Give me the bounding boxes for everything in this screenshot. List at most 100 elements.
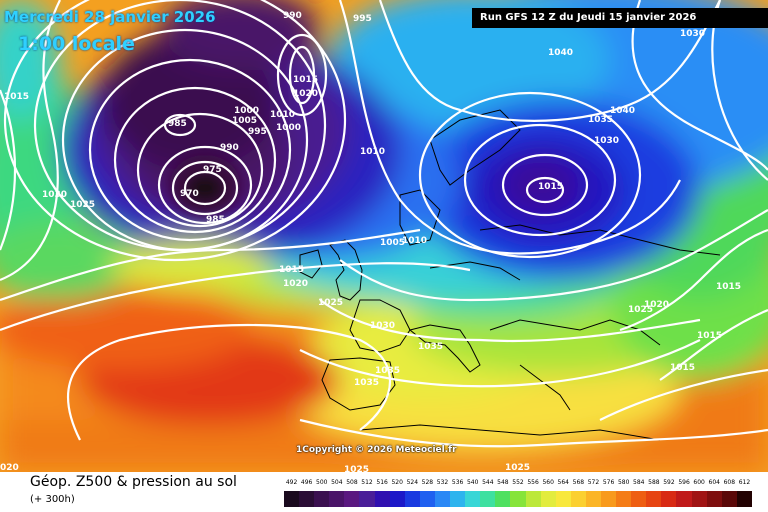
scale-tick-label: 536: [451, 479, 464, 486]
scale-swatch: [540, 491, 556, 507]
scale-swatch: [434, 491, 451, 507]
isobar-label: 1020: [644, 300, 669, 310]
isobar-label: 1010: [402, 236, 427, 246]
scale-swatch: [359, 491, 375, 507]
scale-tick-label: 612: [738, 479, 751, 486]
isobar-label: 1020: [293, 89, 318, 99]
isobar-label: 1025: [344, 465, 369, 472]
scale-swatch: [721, 491, 737, 507]
color-scale-bar: [284, 491, 752, 507]
scale-swatch: [706, 491, 722, 507]
scale-swatch: [404, 491, 420, 507]
scale-swatch: [600, 491, 617, 507]
isobar-label: 1025: [628, 305, 653, 315]
scale-tick-label: 608: [723, 479, 736, 486]
scale-swatch: [389, 491, 405, 507]
isobar-label: 1015: [716, 282, 741, 292]
scale-tick-label: 504: [331, 479, 343, 486]
isobar-label: 1025: [318, 298, 343, 308]
scale-tick-label: 564: [557, 479, 569, 486]
legend-footer: Géop. Z500 & pression au sol (+ 300h) 49…: [0, 472, 768, 512]
coastlines: [299, 109, 721, 441]
scale-tick-label: 560: [542, 479, 554, 486]
isobar-label: 990: [283, 11, 302, 21]
scale-tick-label: 592: [663, 479, 675, 486]
scale-tick-label: 516: [376, 479, 388, 486]
legend-title: Géop. Z500 & pression au sol: [30, 474, 237, 490]
isobar-label: 970: [180, 189, 199, 199]
isobar-label: 985: [206, 215, 225, 225]
scale-swatch: [676, 491, 692, 507]
isobar-label: 1010: [360, 147, 385, 157]
scale-swatch: [616, 491, 632, 507]
isobar-label: 020: [0, 463, 19, 472]
scale-tick-label: 524: [406, 479, 419, 486]
isobar-label: 1010: [270, 110, 295, 120]
scale-tick-label: 596: [678, 479, 690, 486]
scale-swatch: [646, 491, 662, 507]
forecast-time: 1:00 locale: [18, 33, 135, 55]
scale-swatch: [450, 491, 466, 507]
scale-swatch: [374, 491, 390, 507]
scale-swatch: [631, 491, 647, 507]
scale-tick-label: 556: [527, 479, 539, 486]
isobar-label: 1015: [279, 265, 304, 275]
scale-tick-label: 552: [512, 479, 524, 486]
isobar-label: 1030: [42, 190, 67, 200]
scale-swatch: [661, 491, 677, 507]
isobar-label: 1035: [375, 366, 400, 376]
isobar-label: 1030: [594, 136, 619, 146]
scale-swatch: [419, 491, 435, 507]
isobar-label: 1025: [70, 200, 95, 210]
isobar-label: 1035: [418, 342, 443, 352]
scale-swatch: [570, 491, 586, 507]
isobar-labels: 1015 990 995 1030 1040 1015 1020 985 100…: [0, 11, 741, 472]
legend-subtitle: (+ 300h): [30, 494, 75, 505]
scale-tick-label: 532: [436, 479, 449, 486]
isobar-label: 995: [353, 14, 372, 24]
isobar-label: 1000: [276, 123, 301, 133]
scale-tick-label: 548: [497, 479, 509, 486]
scale-swatch: [585, 491, 601, 507]
scale-tick-label: 500: [316, 479, 328, 486]
copyright-notice: 1Copyright © 2026 Meteociel.fr: [296, 445, 457, 455]
scale-swatch: [344, 491, 360, 507]
scale-tick-label: 512: [361, 479, 373, 486]
scale-tick-label: 492: [285, 479, 298, 486]
isobar-label: 1015: [4, 92, 29, 102]
scale-swatch: [510, 491, 526, 507]
isobar-label: 1030: [370, 321, 395, 331]
scale-tick-label: 604: [708, 479, 720, 486]
scale-swatch: [465, 491, 481, 507]
geopotential-map: 1015 990 995 1030 1040 1015 1020 985 100…: [0, 0, 768, 472]
scale-tick-label: 580: [617, 479, 630, 486]
scale-tick-label: 544: [482, 479, 494, 486]
scale-swatch: [736, 491, 752, 507]
scale-tick-label: 588: [648, 479, 660, 486]
scale-tick-label: 496: [300, 479, 313, 486]
model-run-info: Run GFS 12 Z du Jeudi 15 janvier 2026: [472, 8, 768, 28]
isobar-lines: [0, 0, 768, 448]
scale-swatch: [555, 491, 571, 507]
scale-swatch: [480, 491, 496, 507]
scale-tick-label: 540: [466, 479, 479, 486]
scale-swatch: [299, 491, 315, 507]
scale-swatch: [314, 491, 330, 507]
isobar-label: 1035: [354, 378, 379, 388]
scale-tick-label: 528: [421, 479, 434, 486]
scale-tick-label: 520: [391, 479, 403, 486]
isobar-label: 1005: [232, 116, 257, 126]
scale-swatch: [495, 491, 511, 507]
color-scale-labels: 492 496 500 504 508 512 516 520 524 528 532 536 540 5…: [284, 479, 752, 491]
isobar-label: 1015: [293, 75, 318, 85]
low-core: [170, 155, 240, 215]
scale-tick-label: 572: [587, 479, 600, 486]
isobar-label: 1040: [610, 106, 635, 116]
isobar-label: 990: [220, 143, 239, 153]
scale-tick-label: 576: [602, 479, 615, 486]
scale-tick-label: 600: [693, 479, 705, 486]
isobar-label: 1015: [538, 182, 563, 192]
isobar-label: 1015: [697, 331, 722, 341]
isobar-label: 1000: [234, 106, 259, 116]
